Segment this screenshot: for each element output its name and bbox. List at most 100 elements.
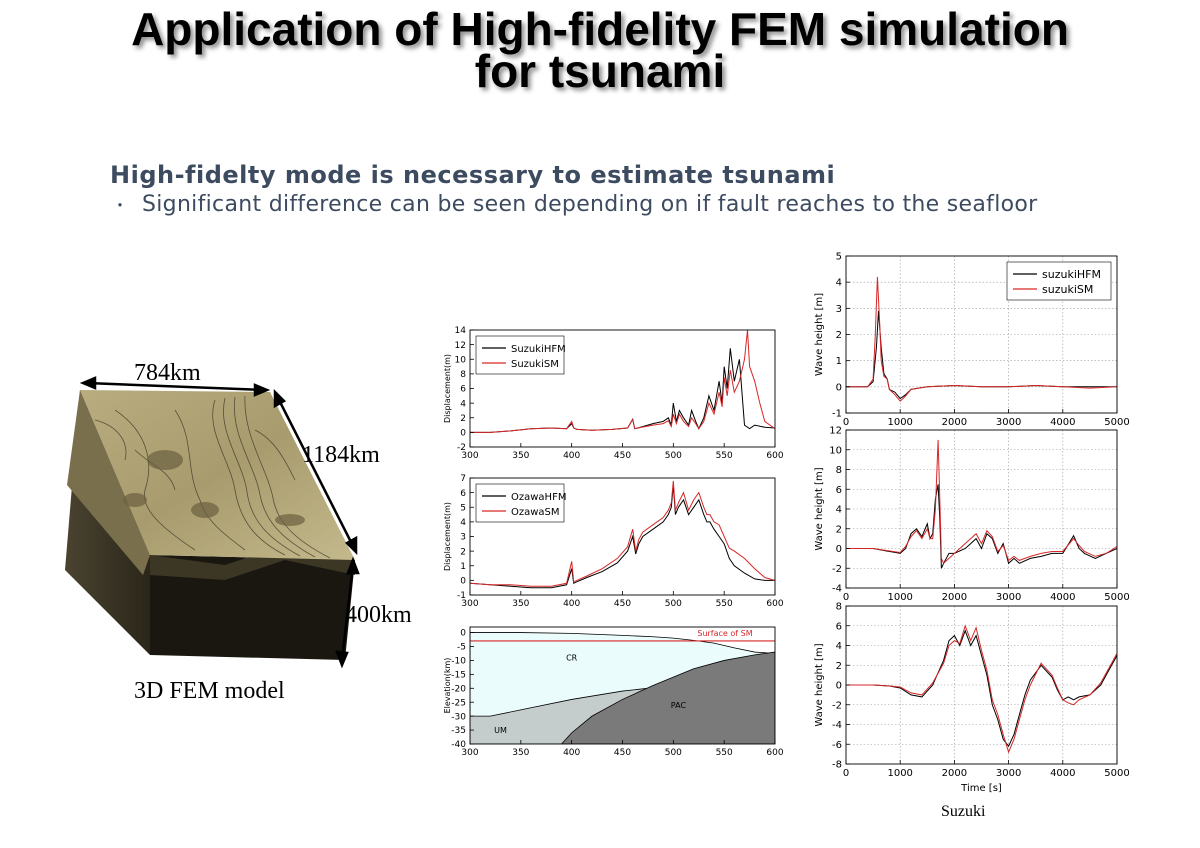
- x-tick-label: 5000: [1104, 592, 1129, 603]
- model-width-label: 784km: [134, 360, 201, 386]
- series-line-sm: [846, 276, 1117, 402]
- y-tick-label: 10: [455, 355, 467, 365]
- model-contours-dark: [123, 450, 305, 526]
- y-tick-label: 4: [460, 399, 466, 409]
- y-axis-label: Displacement(m): [443, 502, 452, 571]
- y-tick-label: 2: [836, 661, 842, 672]
- y-tick-label: -15: [451, 671, 466, 681]
- series-line-sm: [846, 439, 1117, 565]
- x-tick-label: 2000: [942, 768, 967, 779]
- y-tick-label: 6: [836, 485, 842, 496]
- cr-label: CR: [566, 653, 578, 662]
- legend-box: [475, 483, 565, 523]
- chart-wave_ozawa: 0 1000 2000 3000 4000 5000 -4 -2 0 2 4 6 8 10 12 Wave h…: [814, 426, 1130, 604]
- y-tick-label: -25: [451, 698, 466, 708]
- x-tick-label: 350: [512, 451, 529, 461]
- y-tick-label: 3: [836, 304, 842, 315]
- model-left-face-upper: [67, 390, 150, 575]
- y-tick-label: -2: [832, 564, 842, 575]
- legend: suzukiHFM suzukiSM: [1006, 261, 1112, 301]
- depth-arrow-bottom: [335, 650, 349, 669]
- length-arrow-top: [273, 388, 287, 409]
- elevation-layers: [470, 632, 775, 744]
- x-tick-label: 500: [665, 599, 682, 609]
- plot-background: [846, 606, 1117, 764]
- depth-dimension-line: [340, 564, 355, 661]
- y-tick-label: 6: [836, 621, 842, 632]
- x-tick-label: 600: [766, 599, 783, 609]
- y-axis-label: Wave height [m]: [814, 643, 825, 726]
- x-tick-label: 5000: [1104, 417, 1129, 428]
- series-line-sm: [846, 624, 1117, 754]
- y-tick-label: -8: [832, 760, 842, 771]
- y-tick-label: 3: [460, 533, 466, 543]
- legend-label: OzawaSM: [511, 507, 560, 518]
- y-tick-label: 4: [836, 505, 842, 516]
- legend-label: suzukiHFM: [1042, 268, 1101, 281]
- length-arrow-bottom: [344, 535, 358, 556]
- x-tick-label: 0: [843, 417, 849, 428]
- slide-title: Application of High-fidelity FEM simulat…: [0, 3, 1200, 94]
- legend-label: OzawaHFM: [511, 492, 566, 503]
- x-axis-label: Time [s]: [960, 783, 1002, 794]
- chart-disp_ozawa: OzawaHFM OzawaSM 300 350 400 450 500 550 600 -1 0 1…: [443, 474, 784, 609]
- x-tick-label: 1000: [887, 592, 912, 603]
- right-caption: Suzuki: [941, 803, 986, 820]
- y-tick-label: 4: [836, 641, 842, 652]
- y-tick-label: 12: [455, 341, 466, 351]
- series-group: [846, 439, 1117, 569]
- y-tick-label: 5: [836, 252, 842, 263]
- y-tick-label: -10: [451, 657, 466, 667]
- model-front-face: [150, 555, 355, 660]
- fem-model-illustration: [65, 376, 360, 669]
- model-length-label: 1184km: [302, 442, 380, 468]
- y-tick-label: 8: [836, 602, 842, 613]
- x-tick-label: 0: [843, 768, 849, 779]
- x-tick-label: 500: [665, 451, 682, 461]
- legend: OzawaHFM OzawaSM: [475, 483, 566, 523]
- y-tick-label: -5: [457, 643, 466, 653]
- depth-arrow-top: [346, 556, 360, 575]
- x-tick-label: 4000: [1050, 592, 1075, 603]
- y-tick-label: 0: [460, 577, 466, 587]
- x-tick-label: 400: [563, 599, 580, 609]
- x-tick-label: 300: [461, 451, 478, 461]
- pac-region: [560, 651, 775, 744]
- y-tick-label: 7: [460, 474, 466, 484]
- x-tick-label: 600: [766, 451, 783, 461]
- x-tick-label: 3000: [996, 768, 1021, 779]
- series-group: [470, 330, 775, 433]
- x-tick-label: 350: [512, 599, 529, 609]
- y-tick-label: 5: [460, 503, 466, 513]
- slide-title-line-1: Application of High-fidelity FEM simulat…: [131, 3, 1069, 55]
- y-tick-label: 4: [460, 518, 466, 528]
- series-group: [846, 624, 1117, 754]
- y-tick-label: 6: [460, 489, 466, 499]
- surface-sm-label: Surface of SM: [697, 629, 752, 638]
- y-tick-label: 10: [829, 445, 842, 456]
- plot-background: [846, 430, 1117, 588]
- x-tick-label: 550: [716, 451, 733, 461]
- x-tick-label: 3000: [996, 592, 1021, 603]
- series-line-hfm: [846, 629, 1117, 748]
- y-tick-label: -35: [451, 726, 466, 736]
- x-tick-label: 450: [614, 599, 631, 609]
- legend-label: suzukiSM: [1042, 283, 1093, 296]
- x-tick-label: 4000: [1050, 417, 1075, 428]
- x-tick-label: 5000: [1104, 768, 1129, 779]
- pac-label: PAC: [671, 701, 687, 710]
- x-tick-label: 300: [461, 748, 478, 758]
- y-tick-label: 2: [460, 547, 466, 557]
- x-tick-label: 2000: [942, 592, 967, 603]
- x-tick-label: 400: [563, 748, 580, 758]
- x-tick-label: 1000: [887, 417, 912, 428]
- x-tick-label: 600: [766, 748, 783, 758]
- y-tick-label: 2: [836, 524, 842, 535]
- y-tick-label: 0: [836, 382, 842, 393]
- y-tick-label: 2: [460, 414, 466, 424]
- y-tick-label: 1: [836, 356, 842, 367]
- x-tick-label: 300: [461, 599, 478, 609]
- y-tick-label: -30: [451, 712, 466, 722]
- width-dimension-line: [86, 381, 264, 392]
- x-tick-label: 350: [512, 748, 529, 758]
